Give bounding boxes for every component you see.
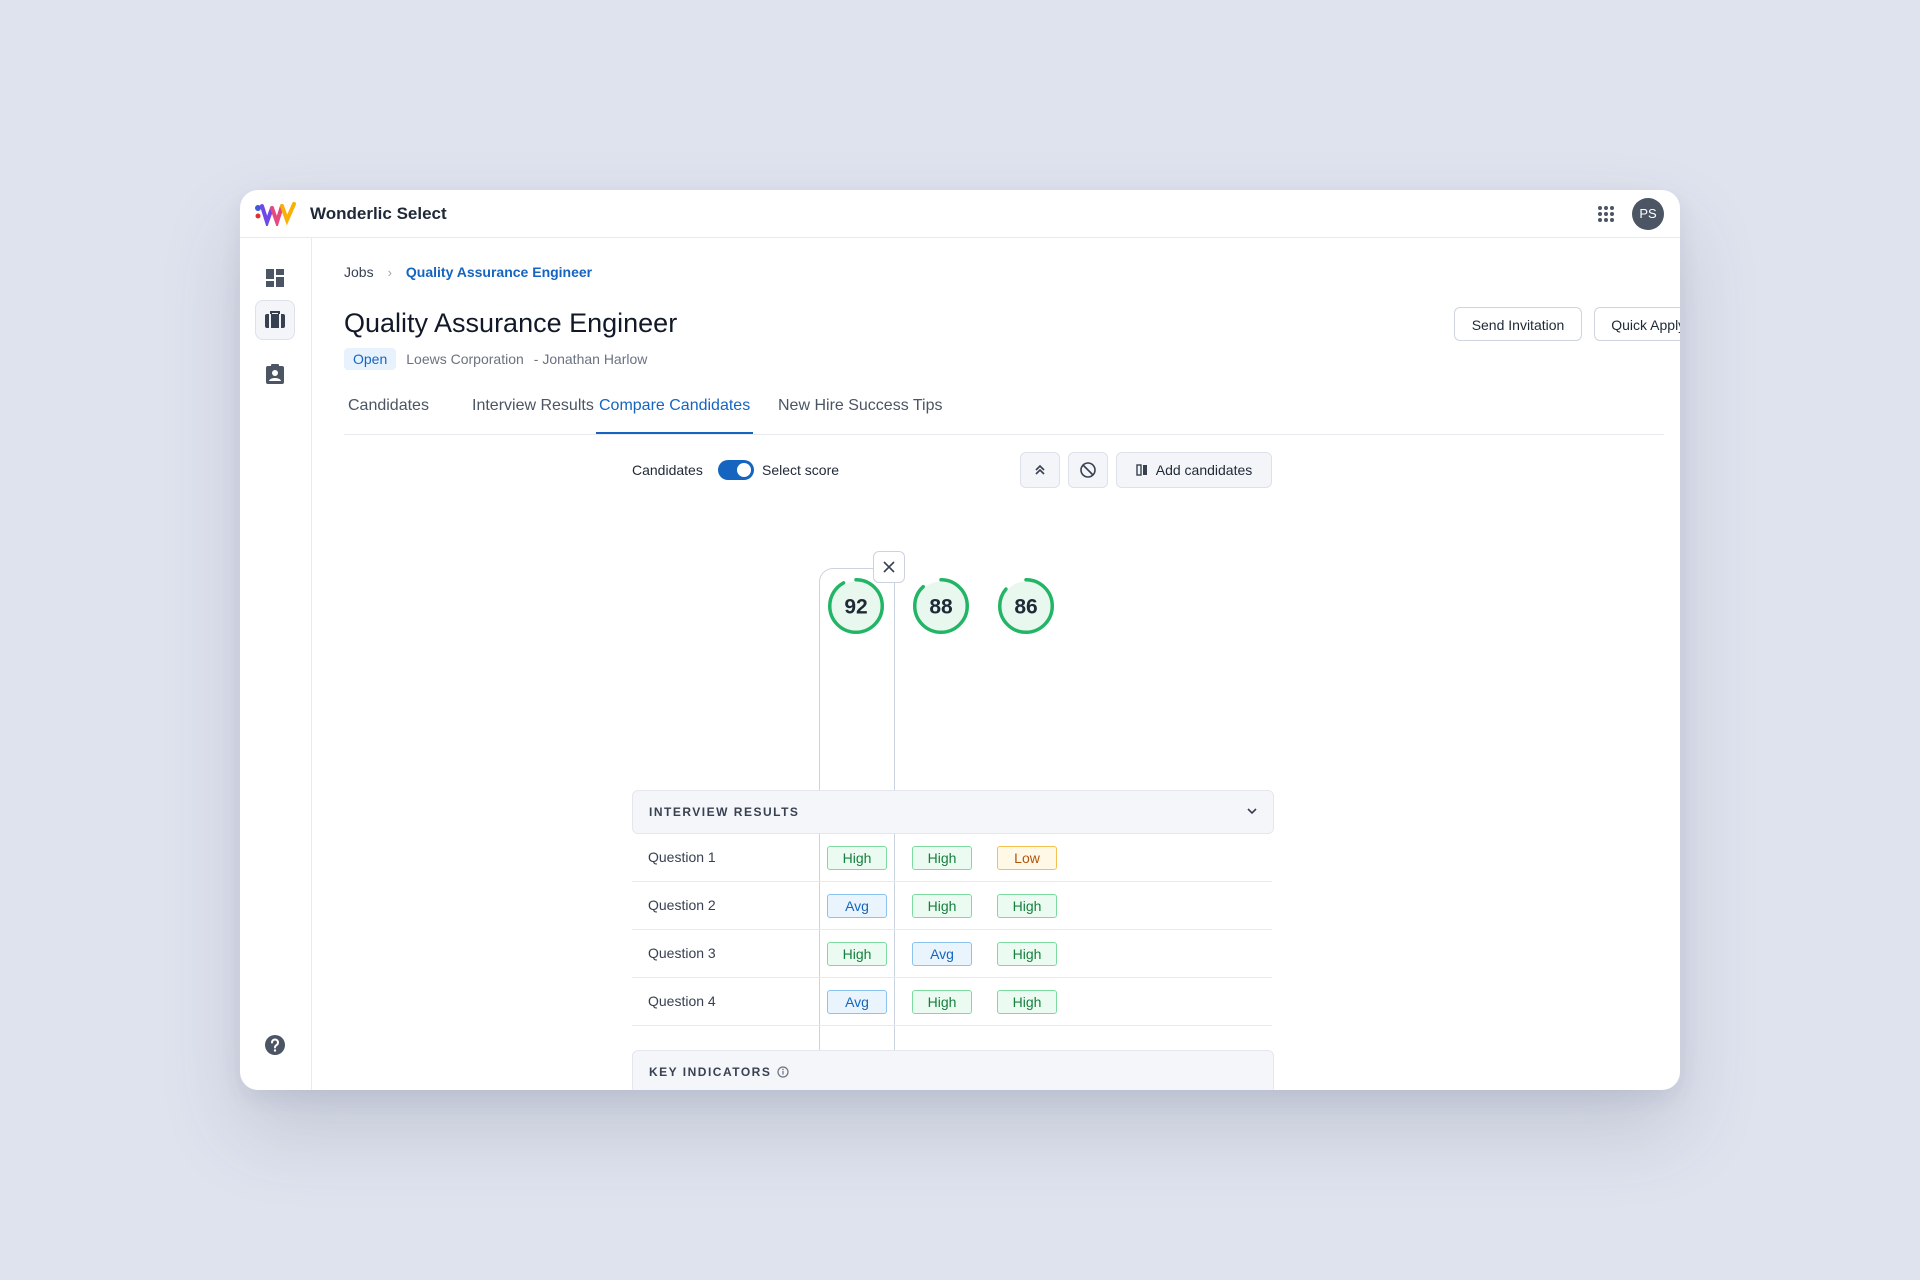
user-avatar[interactable]: PS bbox=[1632, 198, 1664, 230]
sidebar-item-dashboard[interactable] bbox=[255, 258, 295, 298]
add-columns-icon bbox=[1136, 464, 1147, 476]
rating-badge: Avg bbox=[912, 942, 972, 966]
company-name: Loews Corporation bbox=[406, 351, 524, 367]
section-key-indicators-label: KEY INDICATORS bbox=[649, 1065, 789, 1079]
main-content: Jobs › Quality Assurance Engineer Qualit… bbox=[312, 238, 1680, 1090]
compare-controls: Candidates Select score Add candid bbox=[632, 450, 1272, 490]
chevron-down-icon[interactable] bbox=[1245, 804, 1259, 818]
interview-results-title: INTERVIEW RESULTS bbox=[649, 805, 800, 819]
send-invitation-button[interactable]: Send Invitation bbox=[1454, 307, 1582, 341]
brand-name: Wonderlic Select bbox=[310, 204, 447, 223]
rating-badge: High bbox=[827, 846, 887, 870]
rating-badge: High bbox=[912, 894, 972, 918]
rating-badge: Avg bbox=[827, 990, 887, 1014]
tab-new-hire-success-tips[interactable]: New Hire Success Tips bbox=[778, 397, 943, 414]
rating-badge: Low bbox=[997, 846, 1057, 870]
section-key-indicators: KEY INDICATORS bbox=[632, 1050, 1274, 1090]
help-button[interactable] bbox=[255, 1025, 295, 1065]
score-ring-2-arc bbox=[913, 578, 969, 634]
key-indicators-title: KEY INDICATORS bbox=[649, 1065, 772, 1079]
score-toggle[interactable] bbox=[718, 460, 754, 480]
score-ring-3-value: 86 bbox=[1014, 596, 1037, 619]
remove-candidate-button[interactable] bbox=[873, 551, 905, 583]
dashboard-icon bbox=[266, 269, 284, 287]
recruiter-name: - Jonathan Harlow bbox=[533, 351, 648, 367]
section-interview-results-label: INTERVIEW RESULTS bbox=[649, 805, 799, 819]
clipboard-user-icon bbox=[266, 364, 284, 384]
interview-row-label: Question 1 bbox=[648, 849, 716, 865]
candidate-score-3: 86 bbox=[998, 578, 1054, 634]
interview-row: Question 3 High Avg High bbox=[632, 930, 1272, 978]
interview-row-label: Question 4 bbox=[648, 993, 716, 1009]
score-ring-2: 88 bbox=[913, 578, 969, 634]
interview-row: Question 1 High High Low bbox=[632, 834, 1272, 882]
info-icon[interactable] bbox=[777, 1066, 789, 1078]
add-candidates-label: Add candidates bbox=[1155, 462, 1253, 478]
add-candidates-button[interactable]: Add candidates bbox=[1116, 452, 1272, 488]
collapse-all-button[interactable] bbox=[1020, 452, 1060, 488]
rating-badge: High bbox=[997, 894, 1057, 918]
tab-bar: Candidates Interview Results Compare Can… bbox=[344, 386, 1664, 435]
sidebar-item-jobs[interactable] bbox=[255, 300, 295, 340]
candidate-score-1: 92 bbox=[828, 578, 884, 634]
rating-badge: High bbox=[997, 990, 1057, 1014]
status-badge: Open bbox=[344, 348, 397, 370]
tab-compare-candidates[interactable]: Compare Candidates bbox=[596, 386, 754, 434]
page-title: Quality Assurance Engineer bbox=[344, 308, 678, 338]
section-interview-results[interactable]: INTERVIEW RESULTS bbox=[632, 790, 1274, 834]
apps-grid-icon[interactable] bbox=[1597, 205, 1615, 223]
toggle-label-candidates: Candidates bbox=[632, 462, 703, 478]
tab-interview-results[interactable]: Interview Results bbox=[472, 397, 594, 414]
score-ring-1-arc bbox=[828, 578, 884, 634]
score-ring-2-value: 88 bbox=[929, 596, 953, 619]
rating-badge: High bbox=[827, 942, 887, 966]
breadcrumb-jobs-link[interactable]: Jobs bbox=[344, 264, 374, 280]
sidebar bbox=[240, 238, 312, 1090]
rating-badge: High bbox=[912, 846, 972, 870]
interview-row-label: Question 2 bbox=[648, 897, 716, 913]
interview-row-label: Question 3 bbox=[648, 945, 716, 961]
tab-candidates[interactable]: Candidates bbox=[348, 397, 429, 414]
breadcrumb: Jobs › Quality Assurance Engineer bbox=[344, 264, 592, 280]
chevron-right-icon: › bbox=[387, 264, 392, 280]
score-ring-3-arc bbox=[998, 578, 1054, 634]
score-ring-1-value: 92 bbox=[844, 596, 867, 619]
top-bar: Wonderlic Select PS bbox=[240, 190, 1680, 238]
briefcase-icon bbox=[265, 311, 285, 328]
interview-row: Question 2 Avg High High bbox=[632, 882, 1272, 930]
rating-badge: High bbox=[997, 942, 1057, 966]
app-window: Wonderlic Select PS bbox=[240, 190, 1680, 1090]
toggle-knob bbox=[737, 463, 751, 477]
candidate-score-2: 88 bbox=[913, 578, 969, 634]
close-icon bbox=[883, 561, 895, 573]
toggle-label-select-score: Select score bbox=[762, 462, 840, 478]
job-meta: Open Loews Corporation - Jonathan Harlow bbox=[344, 348, 647, 370]
rating-badge: High bbox=[912, 990, 972, 1014]
block-icon bbox=[1080, 462, 1096, 478]
score-ring-1: 92 bbox=[828, 578, 884, 634]
interview-row: Question 4 Avg High High bbox=[632, 978, 1272, 1026]
double-chevron-up-icon bbox=[1035, 464, 1045, 475]
quick-apply-link-button[interactable]: Quick Apply Link bbox=[1594, 307, 1680, 341]
breadcrumb-current: Quality Assurance Engineer bbox=[405, 264, 593, 280]
score-ring-3: 86 bbox=[998, 578, 1054, 634]
help-icon bbox=[265, 1035, 285, 1055]
clear-button[interactable] bbox=[1068, 452, 1108, 488]
sidebar-item-assessments[interactable] bbox=[255, 354, 295, 394]
rating-badge: Avg bbox=[827, 894, 887, 918]
wonderlic-logo-icon bbox=[255, 202, 296, 226]
